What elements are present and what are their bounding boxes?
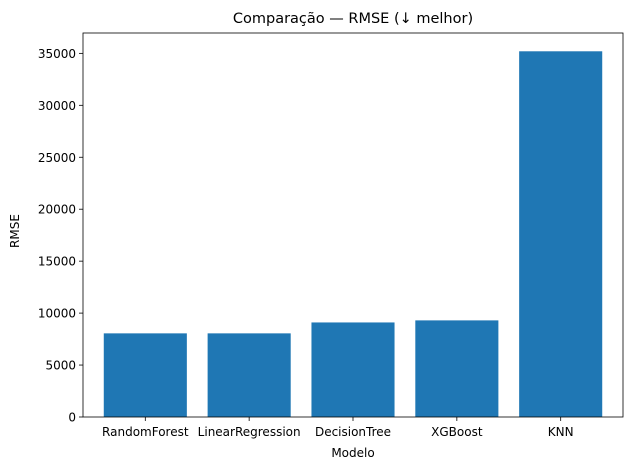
bar-knn — [519, 51, 603, 417]
chart-title: Comparação — RMSE (↓ melhor) — [233, 11, 473, 27]
x-axis: RandomForest LinearRegression DecisionTree… — [102, 417, 574, 439]
y-tick-label: 5000 — [45, 359, 76, 373]
y-tick-label: 20000 — [38, 203, 76, 217]
y-tick-label: 30000 — [38, 99, 76, 113]
bar-xgboost — [415, 320, 499, 417]
y-tick-label: 35000 — [38, 47, 76, 61]
bars-layer — [103, 51, 603, 417]
y-tick-label: 25000 — [38, 151, 76, 165]
y-tick-label: 0 — [68, 411, 76, 425]
y-axis-label: RMSE — [8, 214, 22, 248]
plot-frame — [82, 32, 624, 418]
bar-randomforest — [103, 333, 187, 417]
y-tick-label: 15000 — [38, 255, 76, 269]
x-tick-label: RandomForest — [102, 425, 189, 439]
x-tick-label: LinearRegression — [198, 425, 301, 439]
x-tick-label: KNN — [548, 425, 574, 439]
y-axis: 0 5000 10000 15000 20000 25000 30000 35000 — [38, 47, 83, 425]
x-tick-label: DecisionTree — [315, 425, 391, 439]
y-tick-label: 10000 — [38, 307, 76, 321]
bar-linearregression — [207, 333, 291, 417]
bar-decisiontree — [311, 322, 395, 417]
x-axis-label: Modelo — [331, 446, 374, 460]
x-tick-label: XGBoost — [431, 425, 483, 439]
